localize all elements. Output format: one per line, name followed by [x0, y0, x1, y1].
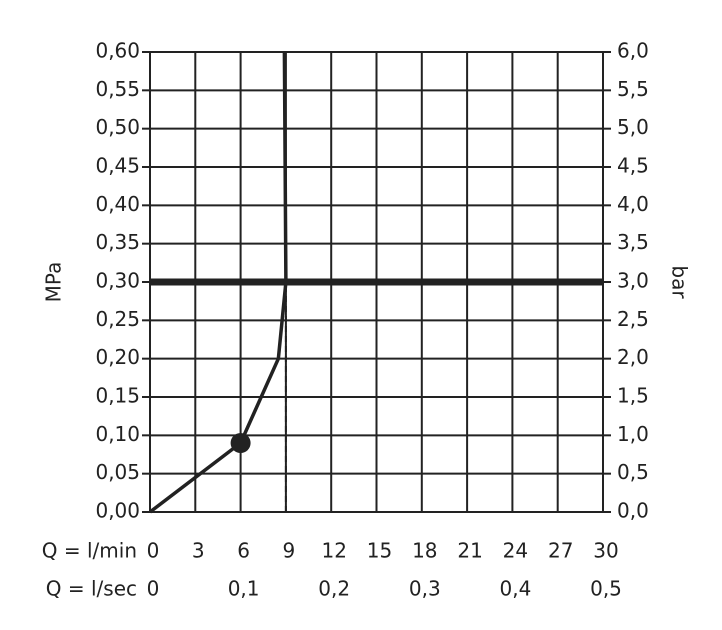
y2-tick-label: 2,0: [617, 345, 649, 369]
y2-tick-label: 2,5: [617, 307, 649, 331]
x-tick-label: 15: [367, 539, 392, 563]
y2-tick-label: 1,5: [617, 384, 649, 408]
x2-tick-label: 0,5: [590, 577, 622, 601]
y-tick-label: 0,55: [95, 77, 140, 101]
y-tick-label: 0,00: [95, 499, 140, 523]
y2-axis-label: bar: [668, 265, 692, 299]
y2-tick-label: 0,5: [617, 460, 649, 484]
x-tick-label: 18: [412, 539, 437, 563]
x2-tick-label: 0,3: [409, 577, 441, 601]
y2-tick-label: 0,0: [617, 499, 649, 523]
x-tick-label: 9: [283, 539, 296, 563]
y2-tick-label: 4,5: [617, 154, 649, 178]
y-tick-label: 0,15: [95, 384, 140, 408]
operating-point: [230, 433, 251, 453]
x-tick-label: 12: [321, 539, 346, 563]
x-tick-label: 27: [548, 539, 573, 563]
x2-tick-label: 0,4: [499, 577, 531, 601]
x-tick-label: 21: [457, 539, 482, 563]
y-tick-label: 0,30: [95, 269, 140, 293]
x-tick-label: 0: [147, 539, 160, 563]
y2-tick-label: 5,0: [617, 115, 649, 139]
y-tick-label: 0,45: [95, 154, 140, 178]
y-tick-label: 0,05: [95, 460, 140, 484]
x-axis-label: Q = l/min: [42, 539, 137, 563]
x2-tick-label: 0,2: [318, 577, 350, 601]
x2-tick-label: 0,1: [228, 577, 260, 601]
y-axis-label: MPa: [42, 262, 66, 303]
y2-tick-label: 3,0: [617, 269, 649, 293]
x-tick-label: 3: [192, 539, 205, 563]
y-tick-label: 0,10: [95, 422, 140, 446]
x2-tick-label: 0: [147, 577, 160, 601]
y2-tick-label: 4,0: [617, 192, 649, 216]
x-tick-label: 24: [503, 539, 528, 563]
y-tick-label: 0,60: [95, 39, 140, 63]
y2-tick-label: 3,5: [617, 230, 649, 254]
y2-tick-label: 6,0: [617, 39, 649, 63]
y-tick-label: 0,40: [95, 192, 140, 216]
y-tick-label: 0,35: [95, 230, 140, 254]
y2-tick-label: 1,0: [617, 422, 649, 446]
curve: [148, 51, 288, 514]
y2-tick-label: 5,5: [617, 77, 649, 101]
y-tick-label: 0,25: [95, 307, 140, 331]
x-tick-label: 30: [593, 539, 618, 563]
x-tick-label: 6: [237, 539, 250, 563]
x2-axis-label: Q = l/sec: [46, 577, 137, 601]
y-tick-label: 0,20: [95, 345, 140, 369]
y-tick-label: 0,50: [95, 115, 140, 139]
